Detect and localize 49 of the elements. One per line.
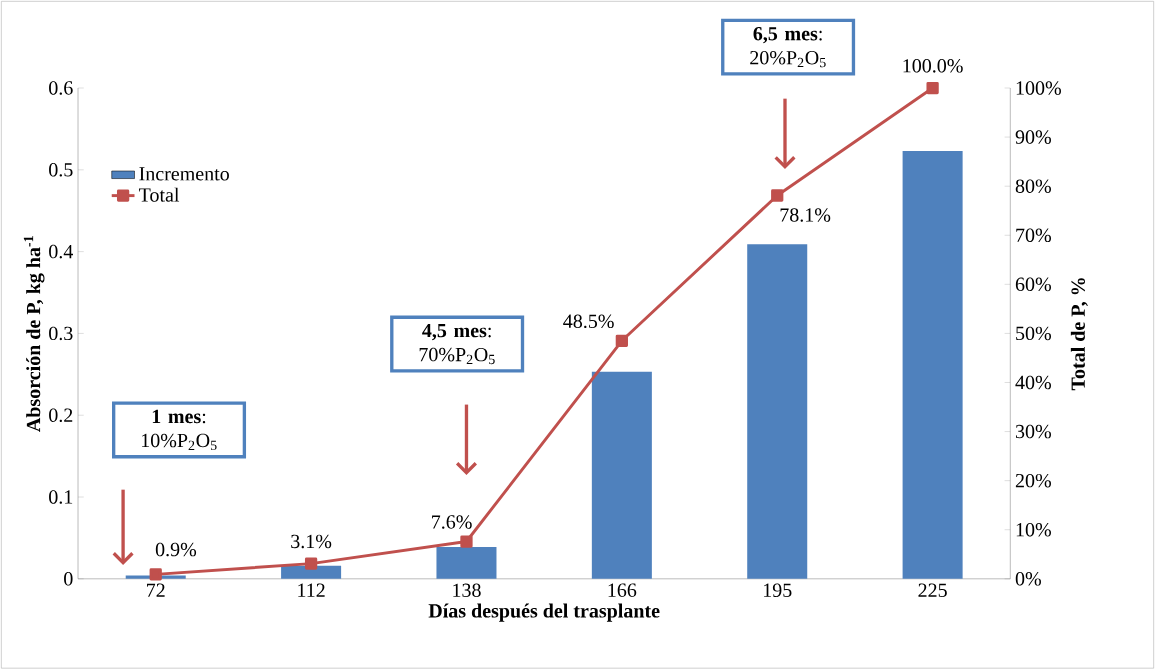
data-label: 100.0% (903, 59, 963, 73)
point (149, 568, 162, 581)
y2-tick-label: 80% (1015, 179, 1051, 194)
point (460, 535, 473, 548)
y-axis-title: Absorción de P, kg ha$^{-1}$ (23, 236, 45, 433)
x-axis-title: Días después del trasplante (428, 603, 660, 622)
y2-tick-label: 40% (1015, 375, 1051, 390)
y2-tick-label: 30% (1015, 425, 1051, 439)
y-tick-label: 0.5 (49, 163, 73, 177)
y2-tick-label: 0% (1015, 572, 1041, 586)
data-label: 0.9% (155, 543, 197, 557)
text: 6,5 mes: 20%P$_{2}$O$_{5}$ (750, 27, 826, 68)
x-tick-label: 138 (453, 583, 481, 598)
legend-label: Incremento (139, 167, 229, 181)
point (615, 334, 628, 348)
bar (281, 565, 342, 580)
annotation: 1 mes: 10%P$_{2}$O$_{5}$ (141, 410, 217, 451)
y2-tick-label: 70% (1016, 228, 1051, 243)
y-tick-label: 0.3 (49, 326, 73, 341)
x-tick-label: 72 (147, 583, 165, 598)
bar (436, 547, 497, 580)
y2-tick-label: 10% (1016, 523, 1051, 537)
y2-axis-title: Total de P, % (1070, 278, 1088, 391)
y2-tick-label: 100% (1016, 81, 1061, 96)
legend-label: Total (138, 187, 180, 202)
y2-tick-label: 60% (1015, 277, 1051, 292)
y2-tick-label: 20% (1015, 474, 1051, 488)
text: 4,5 mes: 70%P$_{2}$O$_{5}$ (419, 324, 495, 365)
data-label: 78.1% (780, 208, 831, 223)
data-label: 7.6% (432, 515, 472, 530)
y-tick-label: 0.1 (49, 490, 73, 505)
x-tick-label: 112 (298, 583, 325, 598)
point (771, 189, 784, 202)
y-tick-label: 0.2 (49, 408, 73, 423)
point (304, 557, 318, 570)
x-tick-label: 225 (918, 583, 947, 598)
x-tick-label: 166 (608, 583, 637, 598)
bar (591, 372, 652, 580)
x-tick-label: 195 (763, 583, 792, 598)
bar (747, 244, 808, 580)
y2-tick-label: 90% (1015, 130, 1051, 145)
y-tick-label: 0.6 (49, 81, 73, 96)
y2-tick-label: 50% (1016, 326, 1051, 341)
y-tick-label: 0.4 (49, 245, 73, 259)
point (926, 82, 939, 95)
data-label: 3.1% (291, 534, 332, 549)
data-label: 48.5% (563, 314, 614, 329)
bar (902, 151, 963, 580)
y-tick-label: 0 (64, 572, 73, 586)
